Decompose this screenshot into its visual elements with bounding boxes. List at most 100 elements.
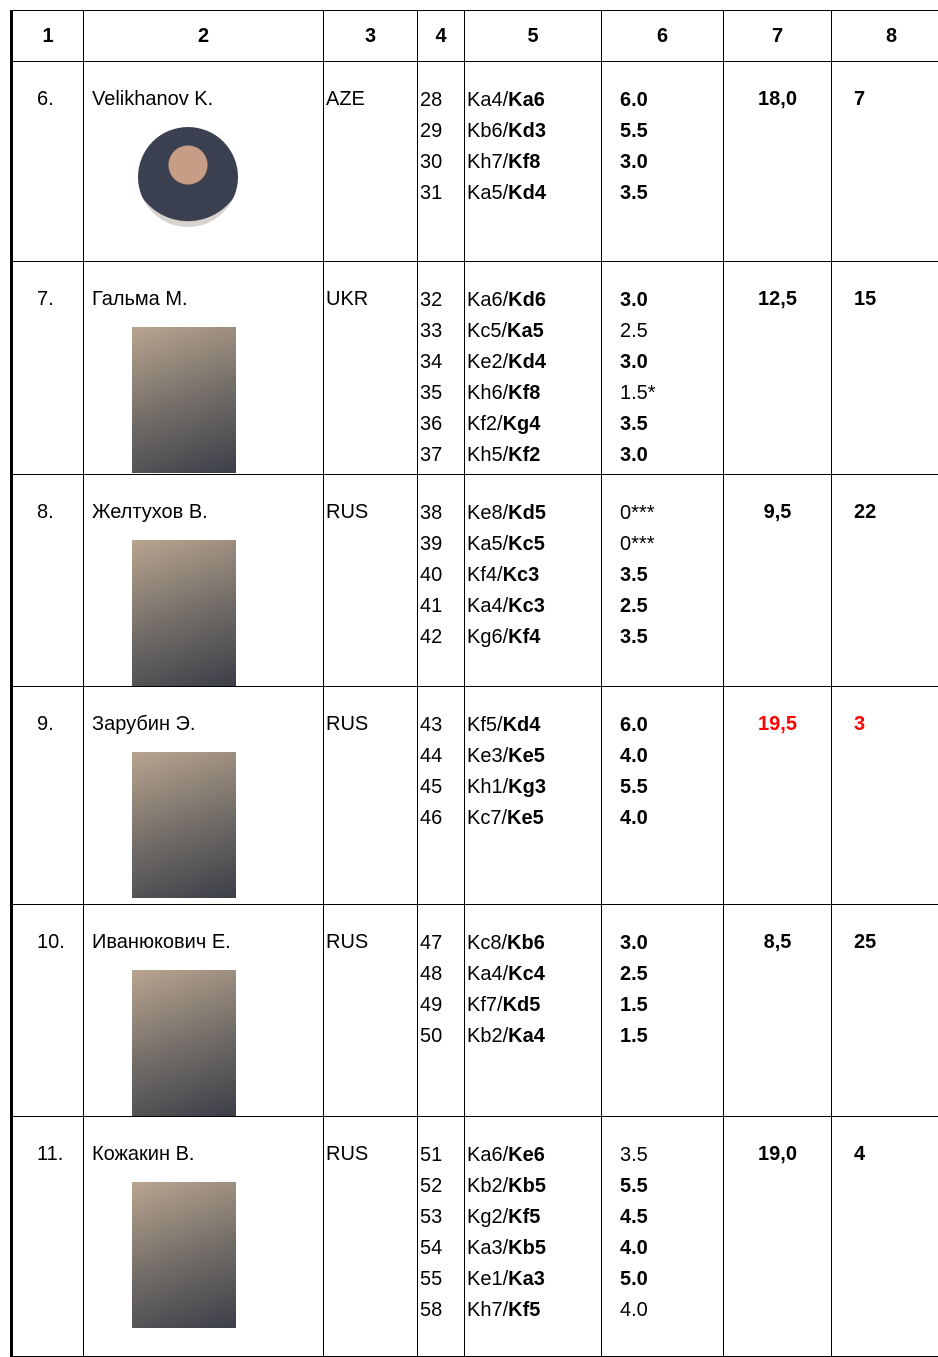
game-number: 33: [420, 319, 464, 350]
move-to: Kb5: [508, 1237, 546, 1259]
score: 3.0: [620, 150, 723, 181]
move-from: Kb6/: [467, 120, 508, 142]
move-to: Kc3: [503, 564, 540, 586]
move-line: Ka5/Kc5: [467, 532, 601, 563]
row-number: 10.: [37, 931, 65, 953]
place: 4: [854, 1143, 865, 1165]
move-to: Kb6: [507, 932, 545, 954]
player-name: Иванюкович Е.: [92, 931, 323, 954]
move-to: Kg4: [503, 413, 541, 435]
row-number: 6.: [37, 88, 54, 110]
move-from: Kf5/: [467, 714, 503, 736]
player-photo: [132, 752, 236, 898]
score: 4.5: [620, 1205, 723, 1236]
row-number: 7.: [37, 288, 54, 310]
country-cell: RUS: [324, 1117, 418, 1357]
score: 3.5: [620, 625, 723, 656]
game-number: 38: [420, 501, 464, 532]
move-to: Kf8: [508, 382, 540, 404]
move-to: Kb5: [508, 1175, 546, 1197]
row-number-cell: 8.: [12, 475, 84, 687]
player-cell: Зарубин Э.: [84, 687, 324, 905]
row-number-cell: 7.: [12, 262, 84, 475]
move-line: Ka4/Ka6: [467, 88, 601, 119]
score: 4.0: [620, 1236, 723, 1267]
move-from: Ka5/: [467, 533, 508, 555]
column-header: 8: [832, 11, 938, 62]
country-cell: UKR: [324, 262, 418, 475]
score: 3.0: [620, 931, 723, 962]
score: 2.5: [620, 594, 723, 625]
move-to: Kf2: [508, 444, 540, 466]
move-line: Kh6/Kf8: [467, 381, 601, 412]
move-line: Kh7/Kf8: [467, 150, 601, 181]
move-line: Ke2/Kd4: [467, 350, 601, 381]
move-line: Kc8/Kb6: [467, 931, 601, 962]
player-cell: Гальма М.: [84, 262, 324, 475]
move-to: Ka6: [508, 89, 545, 111]
move-to: Ke6: [508, 1144, 545, 1166]
score: 1.5*: [620, 381, 723, 412]
move-line: Ka4/Kc4: [467, 962, 601, 993]
row-number-cell: 6.: [12, 62, 84, 262]
move-to: Kd3: [508, 120, 546, 142]
game-number: 54: [420, 1236, 464, 1267]
move-to: Ka5: [507, 320, 544, 342]
total-cell: 19,5: [724, 687, 832, 905]
move-from: Kh6/: [467, 382, 508, 404]
move-to: Kd5: [503, 994, 541, 1016]
game-number: 47: [420, 931, 464, 962]
column-header: 7: [724, 11, 832, 62]
player-cell: Желтухов В.: [84, 475, 324, 687]
move-to: Kc4: [508, 963, 545, 985]
score: 1.5: [620, 1024, 723, 1055]
total: 8,5: [764, 931, 792, 953]
move-to: Kg3: [508, 776, 546, 798]
move-from: Ka6/: [467, 1144, 508, 1166]
move-to: Kd4: [503, 714, 541, 736]
country: RUS: [326, 931, 368, 953]
move-from: Ke8/: [467, 502, 508, 524]
move-line: Kf4/Kc3: [467, 563, 601, 594]
place: 7: [854, 88, 865, 110]
move-to: Kf4: [508, 626, 540, 648]
place: 25: [854, 931, 876, 953]
player-cell: Иванюкович Е.: [84, 905, 324, 1117]
move-line: Kb6/Kd3: [467, 119, 601, 150]
move-from: Ka3/: [467, 1237, 508, 1259]
move-from: Kf7/: [467, 994, 503, 1016]
move-to: Ke5: [507, 807, 544, 829]
score: 4.0: [620, 806, 723, 837]
move-from: Ka4/: [467, 89, 508, 111]
total: 19,0: [758, 1143, 797, 1165]
move-line: Kg6/Kf4: [467, 625, 601, 656]
score: 5.0: [620, 1267, 723, 1298]
move-line: Kh5/Kf2: [467, 443, 601, 474]
move-to: Ka4: [508, 1025, 545, 1047]
move-from: Kc5/: [467, 320, 507, 342]
country: RUS: [326, 501, 368, 523]
move-from: Ka6/: [467, 289, 508, 311]
player-name: Зарубин Э.: [92, 713, 323, 736]
player-name: Гальма М.: [92, 288, 323, 311]
score: 3.5: [620, 181, 723, 212]
game-number: 45: [420, 775, 464, 806]
move-to: Kd6: [508, 289, 546, 311]
game-number: 51: [420, 1143, 464, 1174]
move-from: Kh7/: [467, 151, 508, 173]
column-header: 2: [84, 11, 324, 62]
move-line: Kc5/Ka5: [467, 319, 601, 350]
